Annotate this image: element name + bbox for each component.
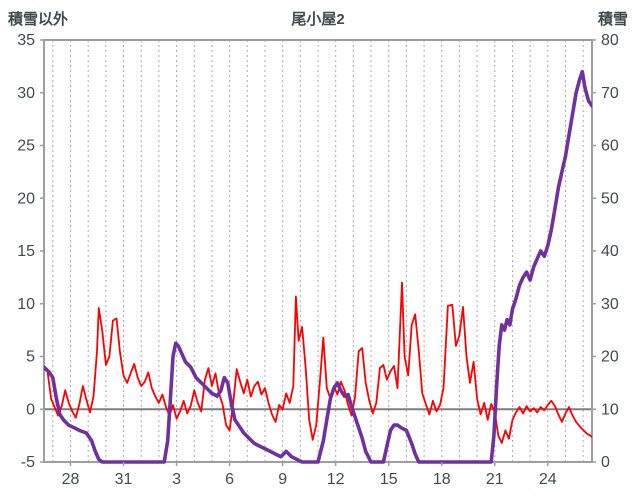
left-axis-tick-label: 5 xyxy=(26,349,35,366)
x-axis-tick-label: 21 xyxy=(486,471,504,488)
right-axis-tick-label: 50 xyxy=(601,190,619,207)
left-axis-tick-label: -5 xyxy=(21,454,35,471)
x-axis-tick-label: 24 xyxy=(539,471,557,488)
right-axis-tick-label: 20 xyxy=(601,349,619,366)
right-axis-title: 積雪 xyxy=(597,11,628,28)
right-axis-tick-label: 60 xyxy=(601,138,619,155)
left-axis-tick-label: 15 xyxy=(17,243,35,260)
left-axis-tick-label: 10 xyxy=(17,296,35,313)
left-axis-tick-label: 0 xyxy=(26,401,35,418)
x-axis-tick-label: 3 xyxy=(172,471,181,488)
right-axis-tick-label: 0 xyxy=(601,454,610,471)
x-axis-tick-label: 15 xyxy=(380,471,398,488)
right-axis-tick-label: 70 xyxy=(601,85,619,102)
x-axis-tick-label: 18 xyxy=(433,471,451,488)
left-axis-tick-label: 25 xyxy=(17,138,35,155)
right-axis-tick-label: 30 xyxy=(601,296,619,313)
x-axis-tick-label: 28 xyxy=(62,471,80,488)
right-axis-tick-label: 10 xyxy=(601,401,619,418)
left-axis-tick-label: 35 xyxy=(17,32,35,49)
chart-title: 尾小屋2 xyxy=(291,11,345,28)
x-axis-tick-label: 12 xyxy=(327,471,345,488)
x-axis-tick-label: 6 xyxy=(225,471,234,488)
left-axis-tick-label: 30 xyxy=(17,85,35,102)
left-axis-tick-label: 20 xyxy=(17,190,35,207)
right-axis-tick-label: 40 xyxy=(601,243,619,260)
left-axis-title: 積雪以外 xyxy=(8,11,69,28)
x-axis-tick-label: 9 xyxy=(278,471,287,488)
x-axis-tick-label: 31 xyxy=(115,471,133,488)
series-line-1 xyxy=(44,69,592,464)
right-axis-tick-label: 80 xyxy=(601,32,619,49)
